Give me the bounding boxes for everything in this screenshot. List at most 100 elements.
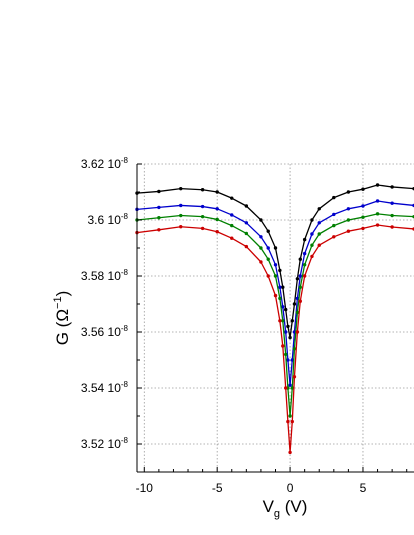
series-line	[136, 200, 414, 386]
data-point	[244, 244, 249, 249]
data-point	[332, 223, 336, 228]
data-point	[390, 225, 394, 229]
data-point	[361, 226, 365, 231]
data-point	[390, 185, 394, 189]
y-tick-mantissa: 3.58 10	[81, 269, 121, 283]
data-point	[286, 324, 290, 329]
data-point	[295, 296, 300, 301]
data-point	[295, 330, 300, 334]
y-tick-label: 3.58 10-8	[81, 268, 129, 283]
data-point	[215, 217, 219, 222]
data-point	[292, 375, 297, 379]
data-point	[284, 307, 288, 312]
x-tick-label: -10	[136, 481, 154, 495]
x-tick-label: -5	[212, 481, 223, 495]
data-point	[288, 335, 292, 340]
data-point	[179, 213, 183, 218]
data-point	[292, 347, 297, 351]
y-axis-title: G (Ω−1)	[52, 291, 72, 346]
data-point	[215, 190, 219, 194]
data-point	[273, 246, 278, 250]
y-tick-exponent: -8	[121, 380, 129, 389]
data-point	[215, 207, 219, 211]
series-0	[135, 183, 414, 340]
data-point	[281, 285, 285, 289]
data-point	[332, 235, 336, 239]
data-point	[179, 186, 183, 191]
data-series	[135, 183, 414, 455]
data-point	[230, 196, 234, 200]
data-point	[375, 199, 380, 203]
data-point	[295, 310, 300, 315]
y-tick-mantissa: 3.52 10	[81, 437, 121, 451]
data-point	[295, 277, 300, 281]
y-tick-exponent: -8	[121, 436, 129, 445]
data-point	[390, 213, 394, 218]
x-axis-title-rest: (V)	[280, 497, 307, 516]
data-point	[290, 419, 294, 424]
data-point	[346, 218, 351, 222]
series-line	[136, 213, 414, 417]
data-point	[286, 358, 290, 362]
data-point	[200, 204, 205, 209]
data-point	[361, 187, 365, 191]
y-tick-mantissa: 3.62 10	[81, 157, 121, 171]
ticks	[137, 163, 408, 472]
data-point	[288, 414, 292, 418]
data-point	[266, 229, 270, 233]
data-point	[288, 383, 292, 387]
data-point	[278, 296, 282, 301]
y-tick-exponent: -8	[121, 324, 129, 333]
x-tick-label: 0	[287, 481, 294, 495]
y-tick-exponent: -8	[121, 268, 129, 277]
data-point	[310, 243, 314, 247]
data-point	[390, 201, 394, 205]
series-line	[136, 224, 414, 454]
data-point	[317, 243, 321, 247]
series-3	[135, 223, 414, 455]
data-point	[290, 358, 294, 362]
data-point	[286, 419, 290, 424]
x-tick-label: 5	[360, 481, 367, 495]
data-point	[284, 352, 288, 357]
data-point	[310, 218, 314, 222]
data-point	[332, 212, 336, 217]
data-point	[361, 215, 365, 219]
data-point	[259, 246, 263, 250]
y-tick-mantissa: 3.56 10	[81, 325, 121, 339]
data-point	[259, 235, 263, 239]
y-tick-label: 3.6 10-8	[88, 212, 129, 227]
data-point	[273, 274, 278, 278]
data-point	[346, 229, 351, 233]
data-point	[259, 218, 263, 222]
data-point	[298, 257, 302, 261]
data-point	[317, 232, 321, 236]
data-point	[290, 386, 294, 390]
x-axis-title: Vg (V)	[263, 497, 308, 520]
x-axis-title-main: V	[263, 497, 275, 516]
data-point	[346, 190, 351, 194]
y-axis-title-rest: )	[53, 291, 72, 297]
data-point	[290, 319, 294, 323]
data-point	[244, 221, 249, 225]
data-point	[375, 212, 380, 216]
data-point	[200, 188, 205, 192]
y-tick-exponent: -8	[121, 156, 129, 165]
y-tick-label: 3.52 10-8	[81, 436, 129, 451]
y-tick-mantissa: 3.54 10	[81, 381, 121, 395]
x-axis-title-sub: g	[274, 508, 280, 520]
data-point	[179, 225, 183, 229]
data-point	[278, 268, 282, 273]
data-point	[284, 330, 288, 334]
y-axis-title-sup: −1	[52, 296, 64, 309]
data-point	[244, 231, 249, 236]
y-tick-label: 3.62 10-8	[81, 156, 129, 171]
data-point	[302, 263, 307, 267]
data-point	[317, 221, 321, 225]
data-point	[346, 207, 351, 211]
data-point	[266, 246, 270, 250]
y-tick-label: 3.54 10-8	[81, 380, 129, 395]
data-point	[284, 386, 288, 390]
